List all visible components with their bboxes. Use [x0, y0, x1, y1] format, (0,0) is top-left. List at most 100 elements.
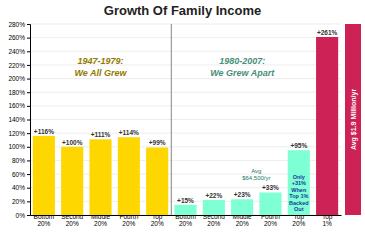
x-axis: Bottom20% Second20% Middle20% Fourth20% Top2…: [31, 213, 342, 227]
tick-label: 160%: [8, 102, 25, 109]
annotation: Only+31%WhenTop 1%BackedOut: [289, 174, 309, 213]
tick-label-line: 20%: [37, 220, 50, 227]
tick-label: 280%: [8, 21, 25, 28]
bar: [203, 200, 225, 215]
tick-label: 100%: [8, 143, 25, 150]
tick-label: 200%: [8, 75, 25, 82]
side-panel: [345, 24, 361, 215]
tick-label-line: 20%: [66, 220, 79, 227]
tick-mark: [27, 106, 30, 107]
bar: [316, 37, 338, 215]
tick-label-line: 20%: [236, 220, 249, 227]
bar: [61, 147, 83, 215]
grid-line: [30, 37, 341, 38]
section-title: We Grew Apart: [210, 68, 275, 78]
chart: 0% 20% 40% 60% 80% 100% 120% 140% 160% 180% 200% 22…: [0, 0, 365, 237]
data-label: +99%: [149, 139, 166, 146]
tick-mark: [27, 133, 30, 134]
grid-line: [30, 92, 341, 93]
tick-label: 240%: [8, 48, 25, 55]
y-tick: 60%: [12, 171, 30, 178]
x-tick: Fourth20%: [261, 213, 280, 227]
tick-label-line: 20%: [151, 220, 164, 227]
tick-label-line: 20%: [94, 220, 107, 227]
tick-mark: [27, 174, 30, 175]
data-label: +114%: [119, 129, 139, 136]
y-tick: 40%: [12, 184, 30, 191]
annotation-line: Out: [294, 206, 304, 212]
data-label: +33%: [262, 184, 279, 191]
title: Growth Of Family Income: [104, 3, 261, 18]
tick-label: Top20%: [292, 213, 305, 227]
grid-line: [30, 133, 341, 134]
y-axis: 0% 20% 40% 60% 80% 100% 120% 140% 160% 180% 200% 22…: [8, 21, 30, 219]
bar: [259, 192, 281, 215]
x-tick: Top1%: [322, 213, 333, 227]
x-tick: Bottom20%: [34, 213, 55, 227]
divider: [171, 24, 172, 215]
x-tick: Middle20%: [233, 213, 253, 227]
tick-label: 60%: [12, 171, 25, 178]
x-tick: Second20%: [203, 213, 225, 227]
section-title-line: 1947-1979:: [78, 56, 124, 66]
data-label: +22%: [205, 192, 222, 199]
bar: [174, 205, 196, 215]
tick-label: 0%: [16, 212, 26, 219]
x-tick: Second20%: [61, 213, 83, 227]
section-title-line: We All Grew: [75, 68, 128, 78]
tick-label: 260%: [8, 34, 25, 41]
y-tick: 20%: [12, 198, 30, 205]
section-title: We All Grew: [75, 68, 128, 78]
grid-line: [30, 51, 341, 52]
data-label: +95%: [290, 142, 307, 149]
tick-mark: [27, 79, 30, 80]
tick-label-line: 20%: [179, 220, 192, 227]
tick-label-line: 1%: [322, 220, 332, 227]
tick-label-line: 20%: [264, 220, 277, 227]
tick-mark: [27, 215, 30, 216]
annotation-line: When: [291, 187, 307, 193]
x-tick: Middle20%: [91, 213, 111, 227]
y-tick: 80%: [12, 157, 30, 164]
y-tick: 180%: [8, 89, 30, 96]
tick-label: Bottom20%: [34, 213, 55, 227]
bar: [89, 139, 111, 215]
tick-label: 180%: [8, 89, 25, 96]
tick-label: Middle20%: [233, 213, 253, 227]
bars: [33, 37, 338, 215]
tick-label-line: 20%: [207, 220, 220, 227]
tick-mark: [27, 147, 30, 148]
data-label: +23%: [234, 191, 251, 198]
grid-line: [30, 105, 341, 106]
annotation-line: Avg: [251, 168, 261, 174]
y-tick: 160%: [8, 102, 30, 109]
axis-line: [27, 25, 31, 216]
x-tick: Bottom20%: [175, 213, 196, 227]
tick-mark: [27, 92, 30, 93]
section-title-line: We Grew Apart: [210, 68, 275, 78]
y-tick: 120%: [8, 130, 30, 137]
x-tick: Fourth20%: [119, 213, 138, 227]
tick-label: 220%: [8, 62, 25, 69]
grid-line: [30, 119, 341, 120]
tick-label: 140%: [8, 116, 25, 123]
bar: [146, 147, 168, 215]
labels: +116%+100%+111%+114%+99%+15%+22%+23%+33%…: [34, 29, 338, 212]
tick-mark: [27, 120, 30, 121]
annotation-line: Backed: [289, 200, 309, 206]
y-tick: 0%: [16, 212, 30, 219]
grid-line: [30, 78, 341, 79]
y-tick: 200%: [8, 75, 30, 82]
data-label: +111%: [91, 131, 111, 138]
tick-label-line: 20%: [122, 220, 135, 227]
tick-label: Top1%: [322, 213, 333, 227]
tick-label: Bottom20%: [175, 213, 196, 227]
tick-mark: [27, 65, 30, 66]
y-tick: 220%: [8, 62, 30, 69]
tick-label: Second20%: [203, 213, 225, 227]
data-label: +116%: [34, 128, 54, 135]
tick-label: Fourth20%: [261, 213, 280, 227]
tick-label-line: 20%: [292, 220, 305, 227]
tick-mark: [27, 201, 30, 202]
tick-label: Middle20%: [91, 213, 111, 227]
